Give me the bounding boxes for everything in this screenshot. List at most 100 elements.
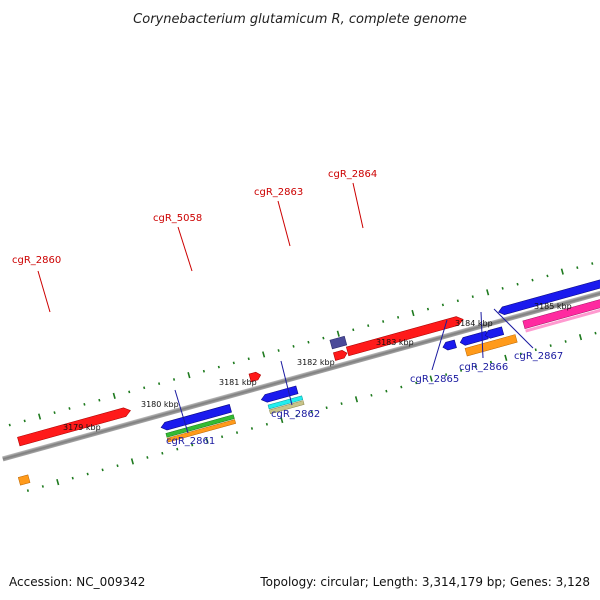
gene-blue-forward-arrow (498, 273, 600, 315)
lower-tick (415, 381, 418, 385)
gene-label-cgR_5058: cgR_5058 (153, 213, 202, 224)
upper-tick (531, 278, 534, 282)
lower-tick (235, 431, 239, 434)
lower-tick (101, 468, 104, 472)
gene-cgR_2864-arrow (345, 316, 464, 357)
lower-tick (220, 435, 224, 439)
gene-label-cgR_2865: cgR_2865 (410, 374, 459, 385)
accession-text: Accession: NC_009342 (9, 575, 145, 589)
upper-tick (471, 295, 474, 299)
upper-tick (23, 419, 26, 423)
lower-tick (400, 385, 403, 389)
gene-cgR_2861-arrow (160, 404, 232, 431)
lower-tick (370, 393, 373, 397)
lower-tick (56, 478, 60, 486)
upper-tick (501, 286, 504, 290)
upper-tick (367, 324, 370, 328)
upper-tick (247, 357, 250, 361)
lower-tick (116, 464, 119, 468)
upper-tick-row (8, 262, 594, 427)
gene-cgR_2865-arrow (442, 339, 457, 351)
upper-tick (277, 349, 280, 352)
kbp-label-3181: 3181 kbp (219, 378, 257, 387)
upper-tick (426, 307, 430, 311)
lower-tick (176, 447, 179, 451)
kbp-label-3185: 3185 kbp (534, 302, 572, 311)
gene-cgR_2861-orange-bar (166, 419, 237, 443)
lower-tick (594, 331, 597, 335)
upper-tick (441, 303, 444, 307)
lower-tick (161, 451, 164, 455)
lower-tick (310, 410, 313, 414)
upper-tick (336, 330, 340, 337)
gene-partial-orange-left (17, 474, 31, 486)
gene-magenta-bar (522, 291, 600, 329)
upper-tick (232, 361, 235, 365)
gene-cgR_5058-arrow (248, 371, 262, 383)
gene-cgR_2861-green-bar (165, 414, 235, 438)
gene-label-cgR_2860: cgR_2860 (12, 255, 61, 266)
upper-tick (158, 382, 161, 386)
upper-tick (396, 315, 400, 319)
lower-tick (489, 360, 493, 364)
upper-tick (187, 372, 191, 379)
lower-tick (325, 406, 328, 410)
upper-tick (83, 402, 86, 406)
gene-label-cgR_2862: cgR_2862 (271, 409, 320, 420)
upper-tick (37, 413, 42, 420)
upper-tick (8, 423, 11, 427)
lower-tick (205, 437, 209, 444)
gene-label-cgR_2867: cgR_2867 (514, 351, 563, 362)
kbp-label-3182: 3182 kbp (297, 358, 335, 367)
upper-tick (217, 365, 220, 369)
upper-tick (53, 411, 56, 414)
lower-tick (385, 389, 388, 393)
gene-cgR_2863-arrow (333, 350, 348, 361)
kbp-label-3179: 3179 kbp (63, 423, 101, 432)
lower-tick (130, 458, 134, 465)
lower-tick (429, 375, 433, 382)
lower-tick (250, 427, 254, 430)
gene-label-cgR_2861: cgR_2861 (166, 436, 215, 447)
lower-tick-row (26, 331, 597, 492)
gene-label-cgR_2866: cgR_2866 (459, 362, 508, 373)
lower-leader-lines (174, 308, 534, 434)
gene-cgR_2863-purple-box (329, 335, 348, 350)
upper-tick (262, 351, 266, 358)
lower-tick (26, 489, 30, 492)
upper-tick (292, 344, 295, 348)
genome-summary-text: Topology: circular; Length: 3,314,179 bp… (259, 575, 590, 589)
upper-tick (307, 340, 310, 344)
upper-tick (486, 289, 490, 296)
lower-tick (265, 422, 268, 426)
upper-tick (98, 398, 101, 402)
gene-cgR_2862-arrow (260, 385, 299, 403)
gene-cgR_2862-cyan-bar (267, 395, 304, 410)
upper-tick (202, 369, 206, 373)
map-title: Corynebacterium glutamicum R, complete g… (133, 12, 467, 27)
upper-leader-lines (37, 182, 364, 313)
lower-tick (578, 334, 583, 341)
upper-tick (560, 268, 564, 275)
gene-cgR_2867-arrow (484, 326, 505, 339)
lower-tick (564, 340, 567, 343)
lower-tick (71, 476, 74, 480)
upper-tick (352, 328, 355, 332)
upper-tick (112, 392, 116, 399)
sequence-track (2, 229, 600, 492)
gene-cgR_2866-orange-bar (464, 334, 518, 357)
upper-tick (516, 282, 519, 286)
lower-tick (340, 402, 343, 405)
gene-magenta-light-bar (525, 300, 600, 333)
upper-tick (322, 336, 325, 340)
lower-tick (459, 369, 463, 372)
lower-tick (534, 348, 537, 352)
lower-tick (549, 344, 552, 347)
lower-tick (280, 416, 284, 424)
lower-tick (41, 485, 44, 488)
gene-label-cgR_2863: cgR_2863 (254, 187, 303, 198)
upper-tick (382, 320, 385, 323)
gene-cgR_2860-arrow (17, 407, 131, 447)
upper-tick (128, 390, 131, 394)
